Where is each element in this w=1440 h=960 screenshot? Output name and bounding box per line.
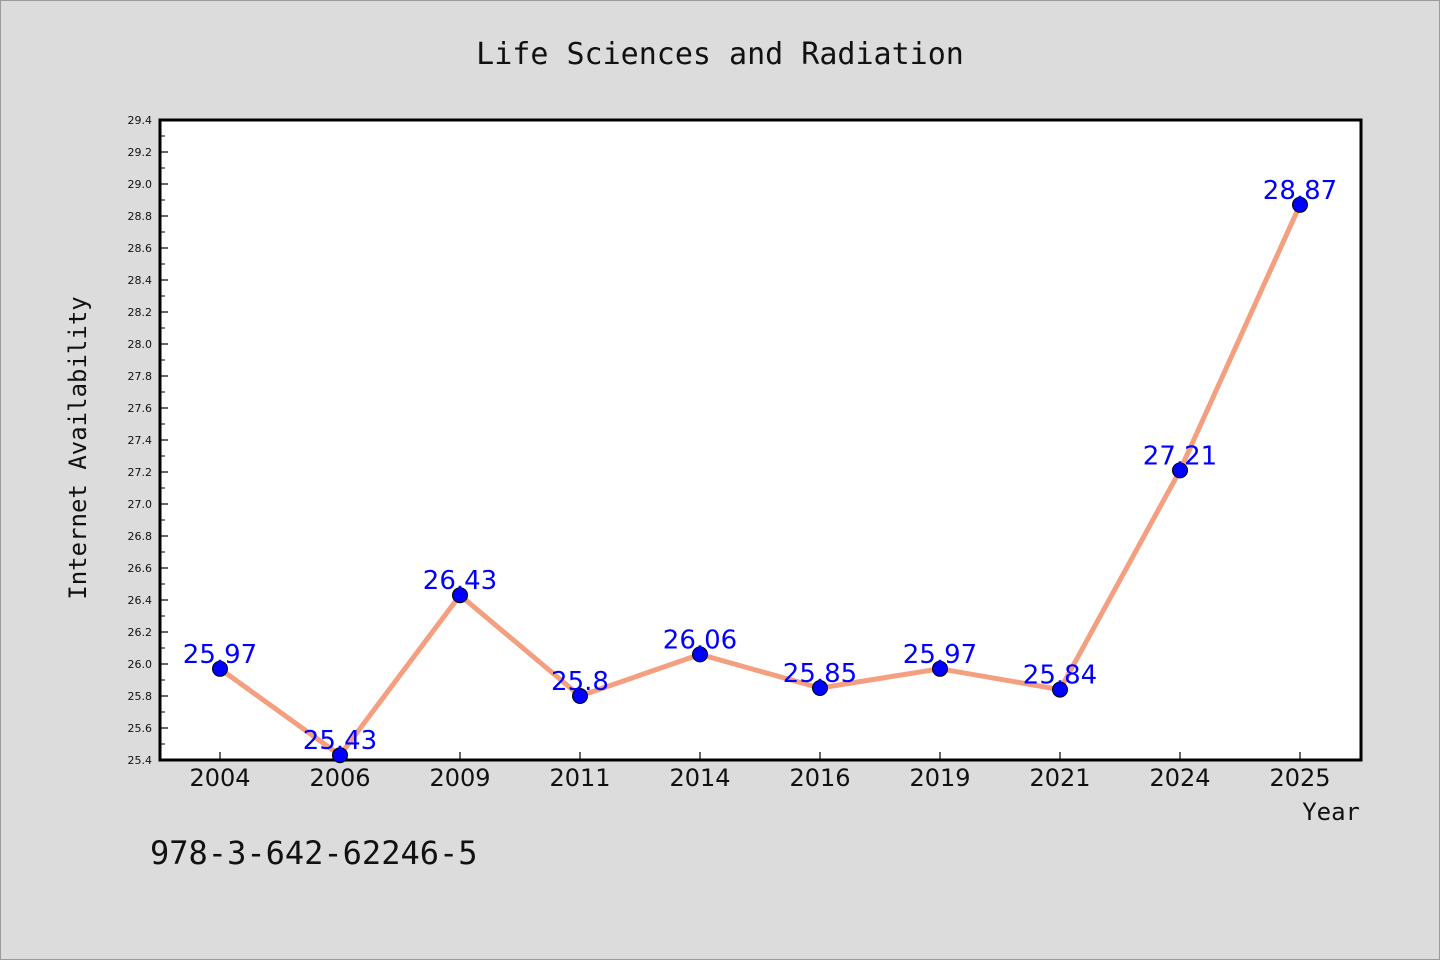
- y-tick-label: 26.8: [128, 530, 153, 543]
- chart-title: Life Sciences and Radiation: [476, 37, 964, 72]
- y-tick-label: 27.2: [128, 466, 153, 479]
- y-tick-label: 28.0: [128, 338, 153, 351]
- y-tick-label: 26.2: [128, 626, 153, 639]
- y-tick-label: 28.8: [128, 210, 153, 223]
- data-markers: [212, 196, 1308, 764]
- data-point: [932, 660, 948, 677]
- data-label: 28.87: [1263, 176, 1337, 206]
- data-point: [212, 660, 228, 677]
- data-point: [812, 680, 828, 696]
- y-tick-label: 27.4: [128, 434, 153, 447]
- y-tick-label: 27.8: [128, 370, 153, 383]
- data-label: 27.21: [1143, 441, 1217, 471]
- y-tick-label: 27.6: [128, 402, 153, 415]
- isbn-text: 978-3-642-62246-5: [150, 834, 478, 872]
- data-labels: 25.97 25.43 26.43 25.8 26.06 25.85 25.97 25.84 2…: [183, 176, 1337, 756]
- x-tick-label: 2006: [309, 764, 370, 792]
- y-tick-label: 29.2: [128, 146, 153, 159]
- x-tick-label: 2021: [1029, 764, 1090, 792]
- x-tick-label: 2014: [669, 764, 730, 792]
- data-label: 26.43: [423, 566, 497, 596]
- data-label: 25.97: [183, 640, 257, 670]
- series-line: [217, 202, 1303, 758]
- y-tick-label: 28.6: [128, 242, 153, 255]
- y-tick-label: 26.4: [128, 594, 153, 607]
- y-axis-ticks: 25.4 25.6 25.8 26.0 26.2 26.4 26.6 26.8 27.0 27.2…: [128, 114, 168, 767]
- y-tick-label: 25.6: [128, 722, 153, 735]
- data-label: 25.84: [1023, 661, 1097, 691]
- x-tick-label: 2019: [909, 764, 970, 792]
- y-tick-label: 28.2: [128, 306, 153, 319]
- y-tick-label: 29.0: [128, 178, 153, 191]
- y-tick-label: 25.4: [128, 754, 153, 767]
- data-point: [452, 587, 468, 604]
- data-point: [1172, 462, 1188, 479]
- data-label: 25.85: [783, 659, 857, 689]
- x-tick-label: 2024: [1149, 764, 1210, 792]
- x-tick-label: 2011: [549, 764, 610, 792]
- data-label: 26.06: [663, 625, 737, 655]
- x-tick-label: 2004: [189, 764, 250, 792]
- data-label: 25.43: [303, 726, 377, 756]
- data-point: [1052, 681, 1068, 698]
- data-label: 25.8: [551, 667, 609, 697]
- x-axis-ticks: 2004 2006 2009 2011 2014 2016 2019 2021 2024 2025: [189, 752, 1331, 792]
- x-tick-label: 2016: [789, 764, 850, 792]
- y-tick-label: 29.4: [128, 114, 153, 127]
- y-tick-label: 26.6: [128, 562, 153, 575]
- plot-area: [158, 118, 1363, 762]
- x-tick-label: 2025: [1269, 764, 1330, 792]
- y-axis-label: Internet Availability: [64, 296, 92, 599]
- x-axis-label: Year: [1302, 798, 1360, 826]
- data-point: [572, 688, 588, 704]
- y-tick-label: 28.4: [128, 274, 153, 287]
- y-tick-label: 26.0: [128, 658, 153, 671]
- x-tick-label: 2009: [429, 764, 490, 792]
- data-label: 25.97: [903, 640, 977, 670]
- data-point: [332, 747, 348, 764]
- y-tick-label: 27.0: [128, 498, 153, 511]
- y-tick-label: 25.8: [128, 690, 153, 703]
- data-point: [692, 646, 708, 663]
- data-point: [1292, 196, 1308, 213]
